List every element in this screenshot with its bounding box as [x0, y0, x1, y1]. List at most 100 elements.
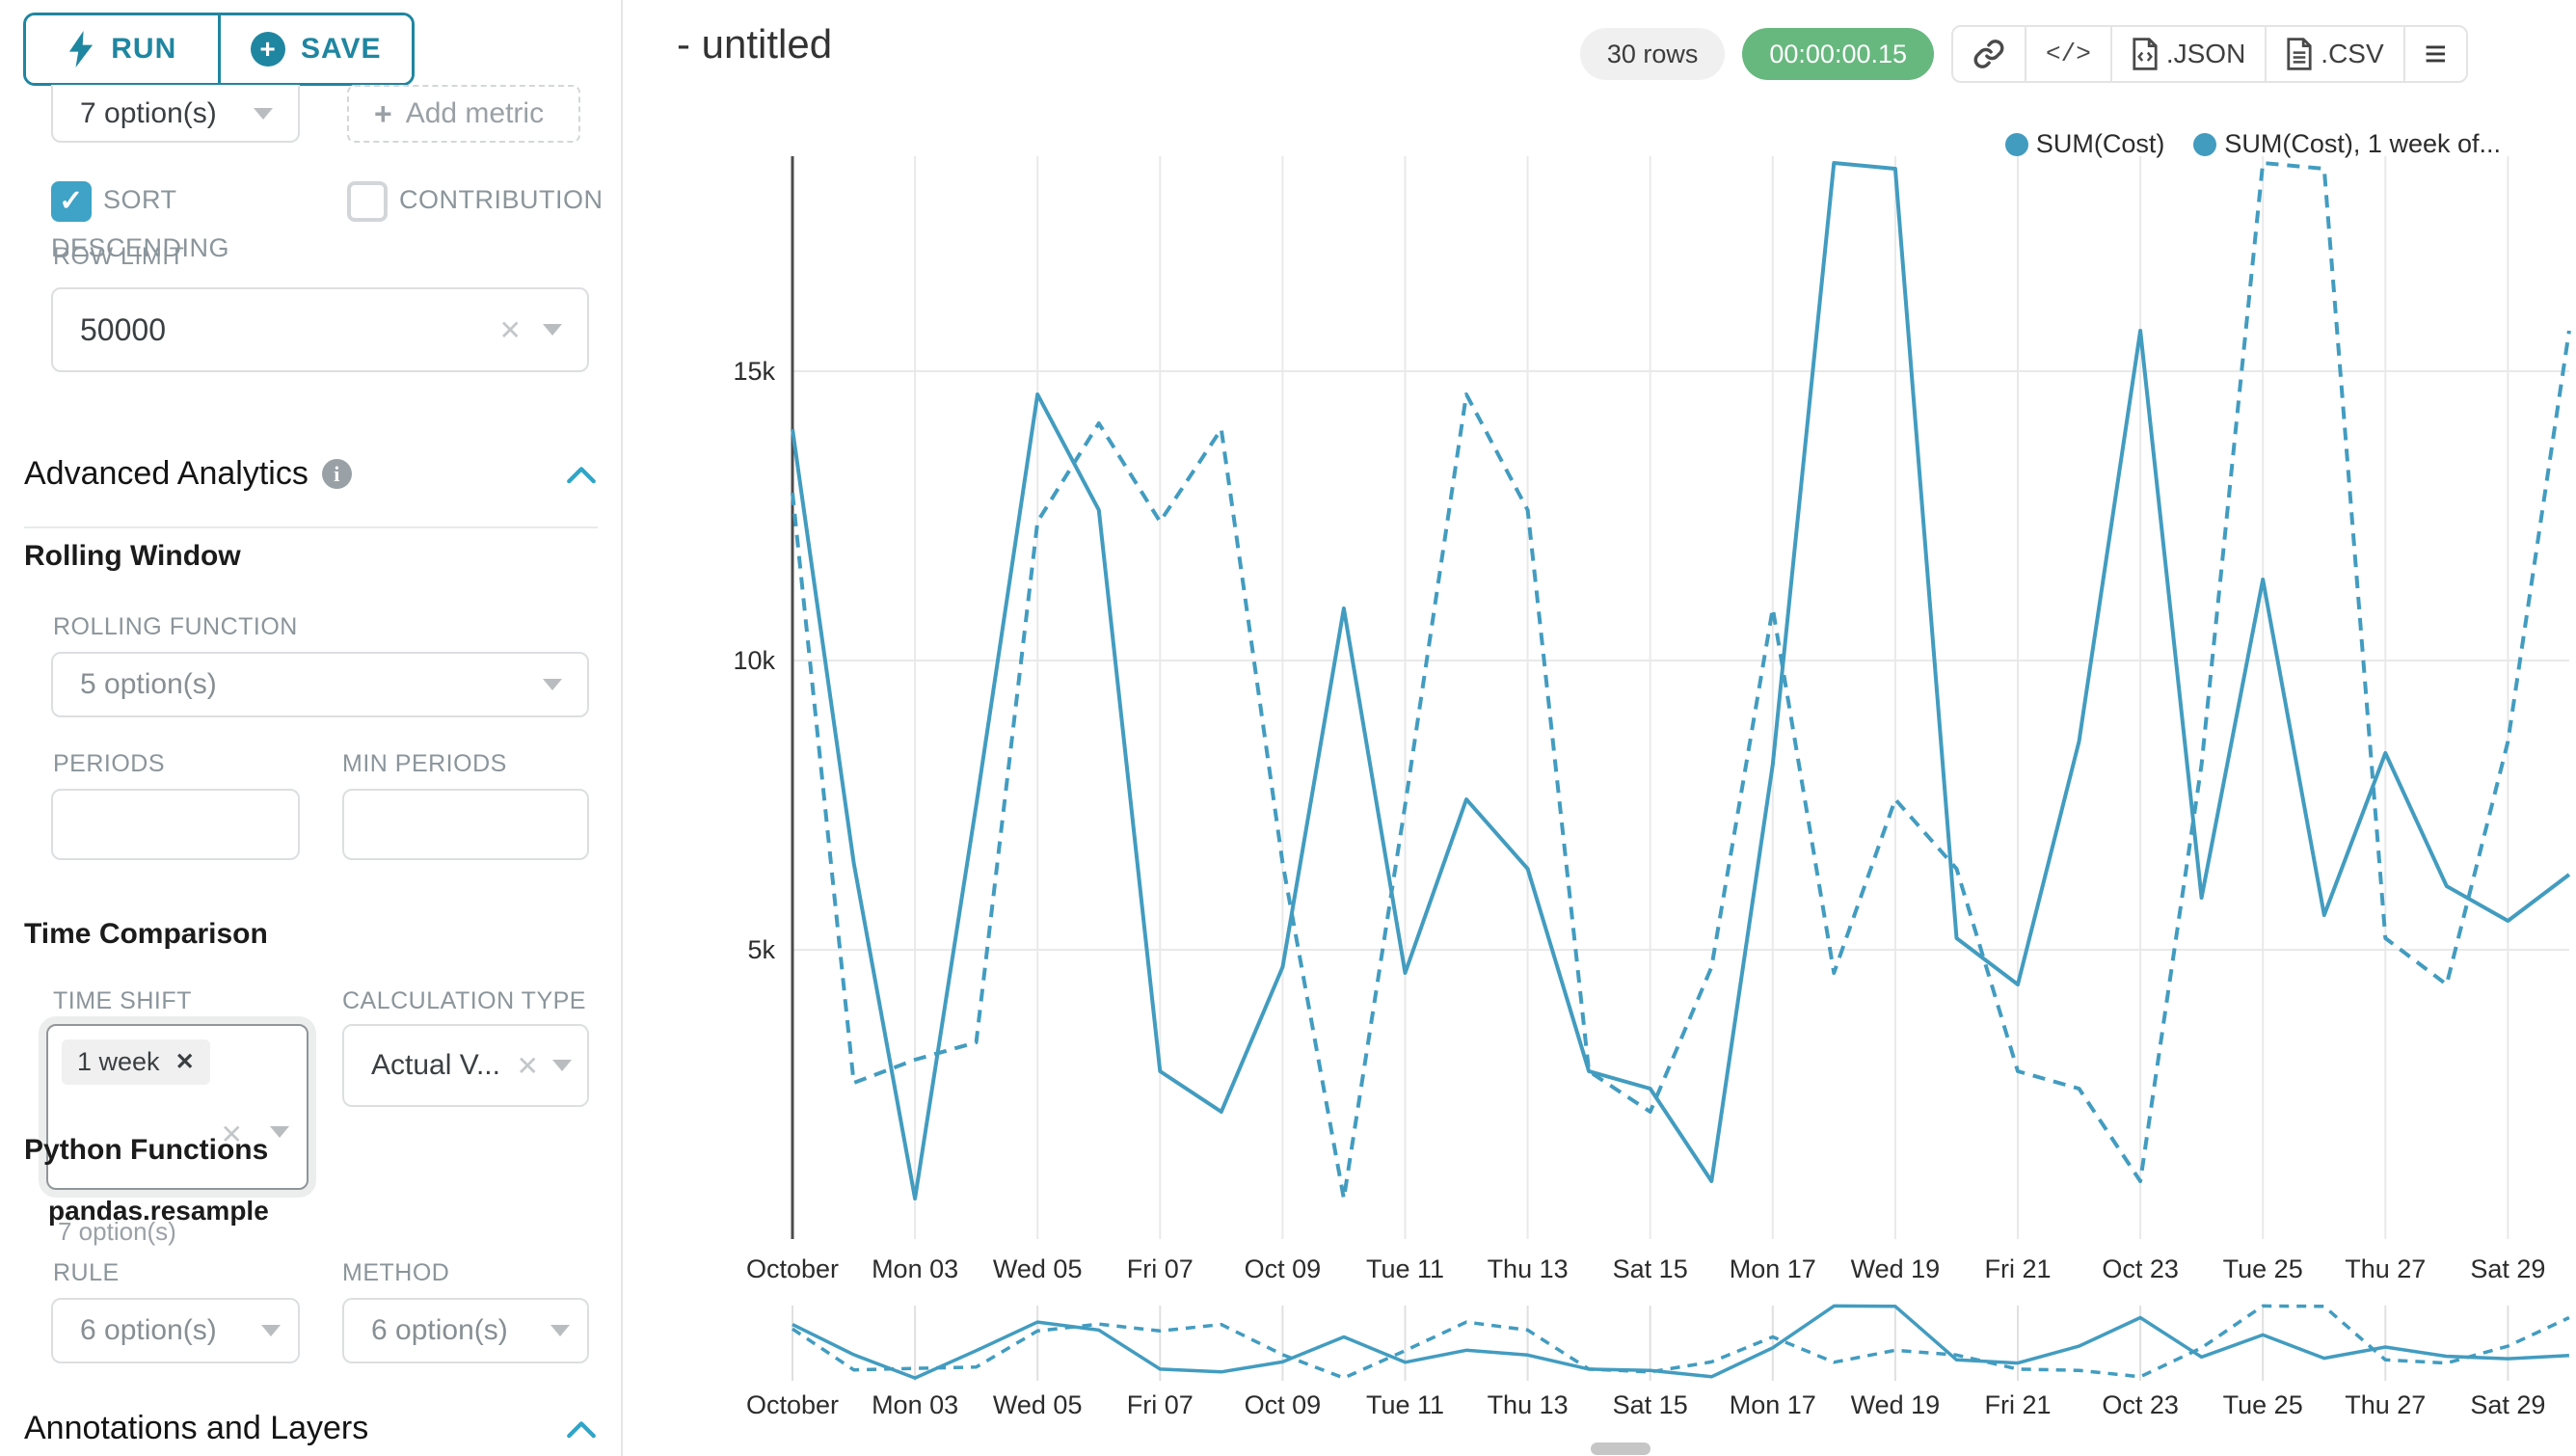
y-axis-tick-label: 5k [747, 935, 775, 964]
sort-descending-field: ✓ SORT DESCENDING [51, 175, 321, 272]
calculation-type-label: CALCULATION TYPE [342, 987, 586, 1014]
mini-x-axis-tick-label: Fri 07 [1127, 1390, 1194, 1419]
x-axis-tick-label: Wed 05 [993, 1254, 1083, 1283]
more-options-button[interactable]: ≡ [2402, 27, 2466, 81]
plus-icon: + [374, 95, 392, 131]
header-actions: 30 rows 00:00:00.15 </> .JSON [1579, 25, 2468, 83]
save-button-label: SAVE [301, 33, 382, 65]
export-csv-label: .CSV [2321, 39, 2384, 68]
mini-x-axis-tick-label: Oct 09 [1245, 1390, 1322, 1419]
add-metric-label: Add metric [405, 97, 545, 129]
annotations-title: Annotations and Layers [24, 1410, 369, 1446]
export-json-label: .JSON [2165, 39, 2246, 68]
lightning-icon [69, 31, 94, 67]
x-axis-tick-label: Thu 13 [1488, 1254, 1569, 1283]
series-line-dashed [791, 161, 2571, 1200]
legend-label: SUM(Cost) [2035, 129, 2165, 158]
periods-label: PERIODS [53, 750, 166, 777]
groupby-select-value: 7 option(s) [80, 97, 217, 129]
time-shift-tag-label: 1 week [77, 1047, 160, 1076]
x-axis-tick-label: Oct 09 [1245, 1254, 1322, 1283]
legend-item[interactable]: SUM(Cost), 1 week of... [2193, 129, 2501, 159]
mini-x-axis-tick-label: Tue 11 [1366, 1390, 1444, 1419]
x-axis-tick-label: Sat 29 [2470, 1254, 2545, 1283]
save-button[interactable]: + SAVE [217, 15, 412, 83]
main-line-chart[interactable]: 5k 10k 15k October Mon 03 Wed 05 Fri 07 Oct 09 T… [625, 0, 2576, 1290]
pandas-resample-label: pandas.resample [48, 1196, 269, 1226]
method-select[interactable]: 6 option(s) [342, 1298, 589, 1363]
run-save-button-group: RUN + SAVE [23, 13, 415, 86]
method-value: 6 option(s) [371, 1314, 508, 1346]
tag-close-icon[interactable]: ✕ [174, 1049, 195, 1075]
rule-select[interactable]: 6 option(s) [51, 1298, 300, 1363]
add-metric-button[interactable]: + Add metric [347, 85, 580, 143]
x-axis-tick-label: October [746, 1254, 839, 1283]
mini-preview-chart[interactable]: October Mon 03 Wed 05 Fri 07 Oct 09 Tue 11 Thu… [625, 1290, 2576, 1425]
code-icon: </> [2046, 40, 2091, 68]
link-icon [1973, 40, 2004, 68]
min-periods-input[interactable] [342, 789, 589, 860]
rolling-function-value: 5 option(s) [80, 668, 217, 700]
clear-icon[interactable]: ✕ [516, 1050, 539, 1081]
legend-label: SUM(Cost), 1 week of... [2224, 129, 2501, 158]
contribution-checkbox[interactable] [347, 180, 388, 222]
export-toolbar: </> .JSON .CSV ≡ [1951, 25, 2468, 83]
sort-descending-checkbox[interactable]: ✓ [51, 180, 92, 222]
caret-down-icon [543, 679, 562, 690]
mini-x-axis-tick-label: Sat 29 [2470, 1390, 2545, 1419]
periods-input[interactable] [51, 789, 300, 860]
advanced-analytics-header[interactable]: Advanced Analytics i [24, 455, 598, 493]
python-functions-title: Python Functions [24, 1134, 269, 1166]
rolling-window-title: Rolling Window [24, 540, 241, 572]
rule-label: RULE [53, 1259, 120, 1286]
row-count-badge: 30 rows [1579, 28, 1726, 80]
csv-file-icon [2287, 38, 2312, 70]
rolling-function-label: ROLLING FUNCTION [53, 613, 298, 640]
mini-x-axis-tick-label: Mon 17 [1730, 1390, 1816, 1419]
export-csv-button[interactable]: .CSV [2265, 27, 2402, 81]
x-axis-tick-label: Oct 23 [2102, 1254, 2179, 1283]
time-shift-select[interactable]: 1 week ✕ ✕ [46, 1024, 309, 1190]
mini-series-line-solid [792, 1304, 2569, 1380]
time-comparison-title: Time Comparison [24, 918, 268, 950]
calculation-type-select[interactable]: Actual V... ✕ [342, 1024, 589, 1107]
horizontal-scrollbar-thumb[interactable] [1591, 1443, 1650, 1455]
groupby-select[interactable]: 7 option(s) [51, 85, 300, 143]
run-button[interactable]: RUN [26, 15, 218, 83]
export-json-button[interactable]: .JSON [2109, 27, 2265, 81]
control-panel-sidebar: RUN + SAVE 7 option(s) + Add metric ✓ SOR… [0, 0, 623, 1456]
query-timer-badge: 00:00:00.15 [1742, 28, 1935, 80]
x-axis-tick-label: Fri 21 [1984, 1254, 2051, 1283]
chevron-up-icon[interactable] [565, 1417, 598, 1441]
chevron-up-icon[interactable] [565, 463, 598, 486]
row-limit-label: ROW LIMIT [53, 243, 185, 270]
y-axis-tick-label: 15k [733, 357, 775, 386]
mini-x-axis-tick-label: October [746, 1390, 839, 1419]
chart-panel: - untitled 30 rows 00:00:00.15 </> .JSON [625, 0, 2576, 1456]
time-shift-tag[interactable]: 1 week ✕ [62, 1039, 210, 1085]
time-shift-helper: 7 option(s) [58, 1217, 176, 1246]
mini-x-axis-tick-label: Tue 25 [2223, 1390, 2303, 1419]
contribution-label: CONTRIBUTION [399, 185, 604, 214]
copy-link-button[interactable] [1953, 27, 2025, 81]
caret-down-icon [261, 1325, 281, 1336]
mini-x-axis-tick-label: Thu 13 [1488, 1390, 1569, 1419]
mini-x-axis-tick-label: Thu 27 [2345, 1390, 2426, 1419]
caret-down-icon [550, 1325, 570, 1336]
clear-icon[interactable]: ✕ [220, 1119, 243, 1149]
row-limit-value: 50000 [80, 311, 166, 347]
chart-title[interactable]: - untitled [677, 21, 833, 67]
clear-icon[interactable]: ✕ [498, 314, 522, 345]
legend-item[interactable]: SUM(Cost) [2004, 129, 2165, 159]
x-axis-tick-label: Mon 03 [872, 1254, 958, 1283]
time-shift-label: TIME SHIFT [53, 987, 192, 1014]
row-limit-select[interactable]: 50000 ✕ [51, 287, 589, 372]
advanced-analytics-title: Advanced Analytics [24, 455, 309, 492]
x-axis-tick-label: Mon 17 [1730, 1254, 1816, 1283]
info-icon[interactable]: i [321, 459, 352, 489]
view-query-button[interactable]: </> [2025, 27, 2110, 81]
rolling-function-select[interactable]: 5 option(s) [51, 652, 589, 717]
annotations-header[interactable]: Annotations and Layers [24, 1410, 598, 1447]
caret-down-icon [254, 108, 273, 120]
calculation-type-value: Actual V... [371, 1049, 500, 1081]
